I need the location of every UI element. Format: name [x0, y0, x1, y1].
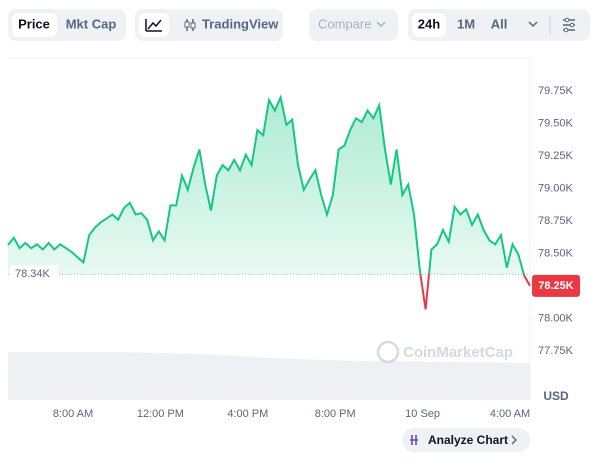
compare-button[interactable] [309, 9, 398, 41]
settings-icon [564, 17, 570, 23]
y-tick-label: 77.75K [538, 345, 574, 357]
y-tick-label: 79.25K [538, 150, 574, 162]
current-badge [532, 274, 580, 297]
y-tick-label: 78.50K [538, 247, 574, 259]
y-tick-label: 79.00K [538, 182, 574, 194]
range-1m[interactable]: 1M [457, 16, 475, 31]
range-24h[interactable]: 24h [418, 16, 440, 31]
reference-badge [10, 265, 58, 283]
current-label: 78.25K [538, 280, 574, 292]
analyze-button[interactable] [402, 428, 530, 452]
candle-icon [184, 21, 190, 28]
area [8, 97, 524, 275]
watermark: CoinMarketCap [403, 344, 513, 361]
chart-type-group [135, 9, 283, 41]
y-tick-label: 79.75K [538, 85, 574, 97]
compare[interactable]: Compare [318, 16, 371, 31]
x-tick-label: 10 Sep [405, 408, 440, 420]
line-icon [145, 19, 162, 32]
tab-mktcap[interactable]: Mkt Cap [66, 16, 117, 31]
volume-area [8, 352, 530, 400]
y-tick-label: 78.00K [538, 312, 574, 324]
chevron[interactable] [528, 21, 538, 28]
tab-price[interactable]: Price [18, 16, 50, 31]
settings-icon [569, 22, 575, 28]
watermark-logo [376, 340, 400, 364]
y-tick-label: 79.50K [538, 117, 574, 129]
tradingview[interactable]: TradingView [202, 16, 279, 31]
settings-icon [563, 27, 569, 33]
y-axis-label: USD [543, 389, 569, 403]
price-line [7, 94, 525, 275]
x-tick-label: 8:00 AM [53, 408, 93, 420]
x-tick-label: 4:00 AM [490, 408, 530, 420]
range-group [408, 9, 590, 41]
x-tick-label: 8:00 PM [315, 408, 356, 420]
analyze-label[interactable]: Analyze Chart [428, 433, 508, 447]
x-tick-label: 4:00 PM [227, 408, 268, 420]
tab-active[interactable] [12, 13, 57, 37]
tab-active[interactable] [412, 13, 446, 37]
chevron [511, 435, 517, 445]
range-all[interactable]: All [491, 16, 508, 31]
reference-label: 78.34K [15, 268, 51, 280]
analyze-icon [410, 435, 418, 445]
y-tick-label: 78.75K [538, 215, 574, 227]
chevron [376, 21, 386, 28]
candle-icon [190, 22, 196, 29]
x-tick-label: 12:00 PM [137, 408, 184, 420]
